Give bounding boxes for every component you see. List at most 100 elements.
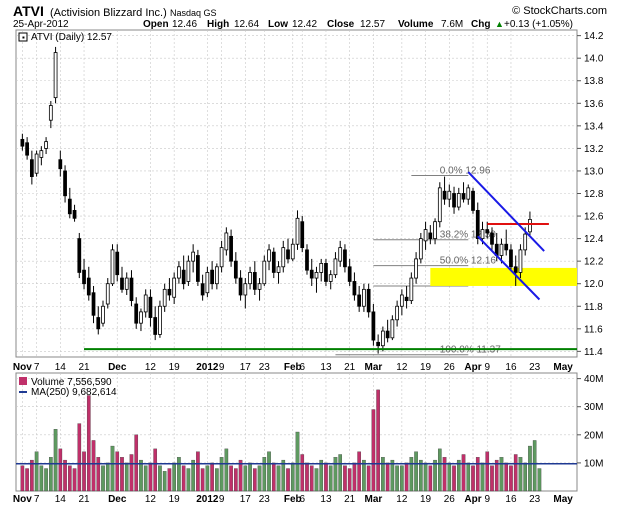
x-tick-label: Feb — [284, 362, 302, 373]
x-tick-label: 13 — [320, 494, 332, 505]
candle-down — [452, 193, 456, 208]
volume-bar-up — [191, 459, 195, 492]
volume-bar-up — [480, 462, 485, 492]
candle-up — [414, 258, 418, 279]
volume-bar-down — [305, 462, 309, 492]
candle-down — [72, 210, 77, 219]
volume-bar-down — [504, 462, 509, 492]
candle-up — [390, 319, 395, 339]
volume-bar-down — [371, 409, 376, 492]
candle-up — [338, 247, 343, 262]
price-tick-label: 13.0 — [584, 166, 604, 177]
price-tick-label: 13.4 — [584, 121, 604, 132]
candle-up — [158, 305, 162, 335]
x-tick-label: 26 — [444, 494, 456, 505]
x-tick-label: 21 — [344, 494, 356, 505]
x-tick-label: 12 — [145, 494, 157, 505]
volume-bar-down — [471, 465, 475, 492]
volume-bar-up — [143, 465, 148, 492]
x-tick-label: Apr — [464, 362, 481, 373]
candle-up — [319, 263, 324, 273]
volume-bar-up — [139, 459, 143, 492]
x-tick-label: 7 — [34, 362, 40, 373]
candle-up — [447, 190, 452, 200]
volume-bar-up — [338, 454, 343, 492]
volume-bar-down — [196, 451, 200, 492]
volume-bar-up — [414, 451, 418, 492]
volume-bar-up — [219, 457, 224, 492]
volume-bar-up — [528, 445, 532, 492]
volume-bar-down — [324, 462, 328, 492]
volume-bar-down — [20, 465, 25, 492]
volume-bar-down — [91, 440, 96, 492]
volume-bar-up — [523, 462, 528, 492]
volume-bar-down — [210, 462, 214, 492]
x-tick-label: May — [553, 494, 573, 505]
volume-bar-down — [352, 462, 357, 492]
volume-bar-up — [537, 468, 542, 492]
candle-down — [25, 142, 29, 156]
volume-bar-up — [248, 462, 252, 492]
candle-down — [309, 269, 314, 279]
volume-bar-down — [252, 468, 257, 492]
candle-up — [110, 249, 115, 285]
candle-down — [504, 243, 509, 251]
volume-bar-up — [532, 440, 537, 492]
candle-down — [120, 277, 124, 290]
chg-arrow: ▲ — [495, 19, 504, 29]
x-tick-label: 9 — [219, 362, 225, 373]
candle-down — [96, 317, 101, 330]
candle-up — [466, 187, 471, 200]
price-tick-label: 12.8 — [584, 189, 604, 200]
x-tick-label: 19 — [420, 494, 432, 505]
candle-down — [471, 190, 475, 211]
volume-bar-down — [238, 459, 243, 492]
volume-bar-down — [442, 457, 447, 492]
candle-up — [499, 243, 504, 256]
fib-level-label: 50.0% 12.16 — [440, 256, 497, 267]
volume-bar-up — [205, 465, 210, 492]
candle-up — [248, 272, 252, 285]
candle-down — [271, 251, 276, 273]
x-tick-label: 23 — [259, 494, 271, 505]
volume-bar-up — [456, 459, 461, 492]
candle-up — [186, 260, 191, 282]
candle-down — [461, 193, 466, 200]
price-tick-label: 13.6 — [584, 99, 604, 110]
candle-up — [381, 330, 385, 347]
candle-down — [29, 159, 34, 177]
x-tick-label: 16 — [505, 494, 517, 505]
candle-up — [243, 283, 248, 296]
candle-down — [167, 288, 172, 296]
price-tick-label: 11.6 — [584, 324, 603, 335]
channel-lower-line — [477, 235, 541, 301]
x-tick-label: 19 — [169, 494, 181, 505]
volume-legend: Volume 7,556,590 — [31, 377, 112, 388]
open-value: 12.46 — [172, 19, 197, 30]
volume-bar-down — [229, 465, 233, 492]
volume-bar-down — [404, 462, 409, 492]
volume-legend-swatch — [19, 377, 27, 385]
candle-up — [39, 150, 44, 158]
volume-bar-up — [423, 462, 428, 492]
volume-bar-up — [124, 462, 129, 492]
volume-bar-up — [101, 465, 105, 492]
candle-down — [196, 255, 200, 282]
price-y-axis: 14.2 14.0 13.8 13.6 13.4 13.2 13.0 12.8 12.6 12.4… — [577, 31, 604, 358]
candle-up — [399, 294, 404, 307]
candlestick-series — [20, 46, 532, 354]
candle-up — [177, 266, 181, 279]
candle-up — [48, 105, 53, 121]
candle-down — [376, 341, 381, 347]
volume-bar-down — [376, 389, 380, 492]
candle-down — [428, 232, 433, 240]
high-label: High — [207, 19, 229, 30]
volume-bar-down — [25, 468, 29, 492]
candle-up — [409, 277, 414, 302]
candle-up — [205, 272, 210, 294]
candle-down — [252, 272, 257, 290]
volume-bar-down — [148, 462, 153, 492]
